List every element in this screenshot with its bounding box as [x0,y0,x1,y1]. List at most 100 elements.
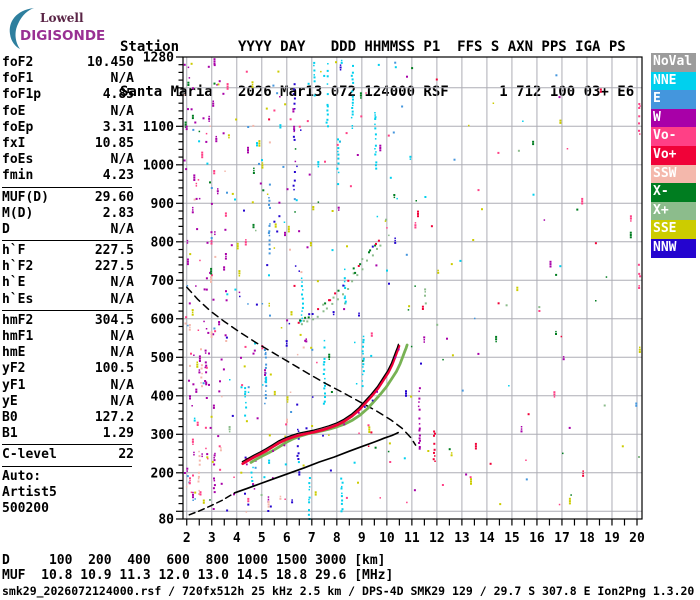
svg-text:600: 600 [151,312,175,327]
parameter-label: h`Es [2,291,34,307]
legend-item-x: X+ [651,201,696,221]
second-hop-trace [297,239,382,326]
parameter-value: 10.85 [94,135,134,151]
logo-swoosh-icon: Lowell DIGISONDE [9,8,105,49]
svg-text:14: 14 [479,531,495,546]
echo-status-legend: NoVal NNE E W Vo- Vo+ SSW X- X+ SSE NNW [651,53,696,258]
parameter-label: MUF(D) [2,189,49,205]
parameter-label: foE [2,103,26,119]
svg-text:400: 400 [151,389,175,404]
parameter-row: h`F 227.5 [2,243,134,259]
legend-item-w: W [651,108,696,128]
parameter-label: fxI [2,135,26,151]
svg-text:2: 2 [183,531,191,546]
parameter-value: N/A [110,291,134,307]
parameter-label: B1 [2,426,18,442]
parameter-label: fmin [2,168,34,184]
parameter-row: D N/A [2,222,134,238]
legend-item-vo: Vo- [651,127,696,146]
svg-text:80: 80 [158,513,174,528]
parameter-value: 304.5 [94,312,134,328]
svg-text:11: 11 [404,531,420,546]
parameter-label: D [2,221,10,237]
parameter-value: N/A [110,71,134,87]
parameter-row: C-level 22 [2,447,134,463]
logo-line1: Lowell [40,11,84,25]
parameter-value: 227.5 [94,259,134,275]
grid-lines [183,57,642,519]
svg-text:1000: 1000 [143,158,174,173]
parameter-row: fxI 10.85 [2,136,134,152]
separator [2,240,132,242]
file-info-footer: smk29_2026072124000.rsf / 720fx512h 25 k… [2,584,695,598]
parameter-row: foEp 3.31 [2,120,134,136]
legend-item-nne: NNE [651,71,696,91]
legend-item-x: X- [651,183,696,202]
legend-item-ssw: SSW [651,164,696,184]
svg-text:700: 700 [151,274,175,289]
ionogram-plot: 2 3 4 5 6 7 8 9 10 11 12 13 14 15 16 17 18 19 20 1280 1100 10… [140,50,700,550]
parameter-row: foE N/A [2,104,134,120]
parameter-label: yE [2,393,18,409]
parameter-row: foF1p 4.85 [2,87,134,103]
parameter-row: M(D) 2.83 [2,206,134,222]
parameter-label: foF1p [2,87,42,103]
parameter-label: foEs [2,152,34,168]
parameter-value: N/A [110,393,134,409]
parameter-value: N/A [110,345,134,361]
svg-text:300: 300 [151,428,175,443]
parameter-label: foF1 [2,71,34,87]
separator [2,465,132,467]
parameter-row: hmF2 304.5 [2,313,134,329]
parameter-row: yF1 N/A [2,378,134,394]
distance-row: D 100 200 400 600 800 1000 1500 3000 [km… [2,553,386,568]
parameter-row: h`Es N/A [2,292,134,308]
svg-text:19: 19 [604,531,620,546]
parameter-row: hmF1 N/A [2,329,134,345]
svg-text:9: 9 [358,531,366,546]
parameter-value: 29.60 [94,189,134,205]
svg-text:10: 10 [379,531,395,546]
svg-text:17: 17 [554,531,570,546]
parameter-value: 127.2 [94,409,134,425]
legend-item-vo: Vo+ [651,145,696,165]
parameter-value: N/A [110,221,134,237]
svg-text:8: 8 [333,531,341,546]
svg-text:16: 16 [529,531,545,546]
logo-arc [9,8,34,49]
parameter-label: h`E [2,275,26,291]
svg-text:15: 15 [504,531,520,546]
svg-text:4: 4 [233,531,241,546]
parameter-row: foEs N/A [2,152,134,168]
legend-item-e: E [651,90,696,109]
separator [2,309,132,311]
ionogram-chart: 2 3 4 5 6 7 8 9 10 11 12 13 14 15 16 17 18 19 20 1280 1100 10… [143,51,645,547]
separator [2,444,132,446]
parameter-label: hmF1 [2,329,34,344]
parameter-value: 2.83 [102,205,134,221]
parameter-value: 227.5 [94,243,134,259]
parameter-row: foF1 N/A [2,71,134,87]
calculated-curves [186,286,417,516]
rfi-streaks [197,61,642,520]
svg-text:1100: 1100 [143,120,174,135]
parameter-row: h`F2 227.5 [2,259,134,275]
parameter-label: C-level [2,447,57,463]
parameter-label: yF1 [2,377,26,393]
parameter-value: N/A [110,103,134,119]
parameter-value: 100.5 [94,361,134,377]
legend-item-sse: SSE [651,220,696,239]
parameter-value: 10.450 [87,55,134,70]
parameter-row: yE N/A [2,394,134,410]
autoscaling-info-line: Auto: [2,468,42,484]
parameter-label: h`F [2,243,26,259]
svg-text:6: 6 [283,531,291,546]
parameter-value: N/A [110,275,134,291]
parameter-label: hmF2 [2,312,34,328]
svg-text:200: 200 [151,466,175,481]
parameter-value: N/A [110,377,134,393]
legend-item-noval: NoVal [651,53,696,72]
svg-text:18: 18 [579,531,595,546]
svg-text:800: 800 [151,235,175,250]
